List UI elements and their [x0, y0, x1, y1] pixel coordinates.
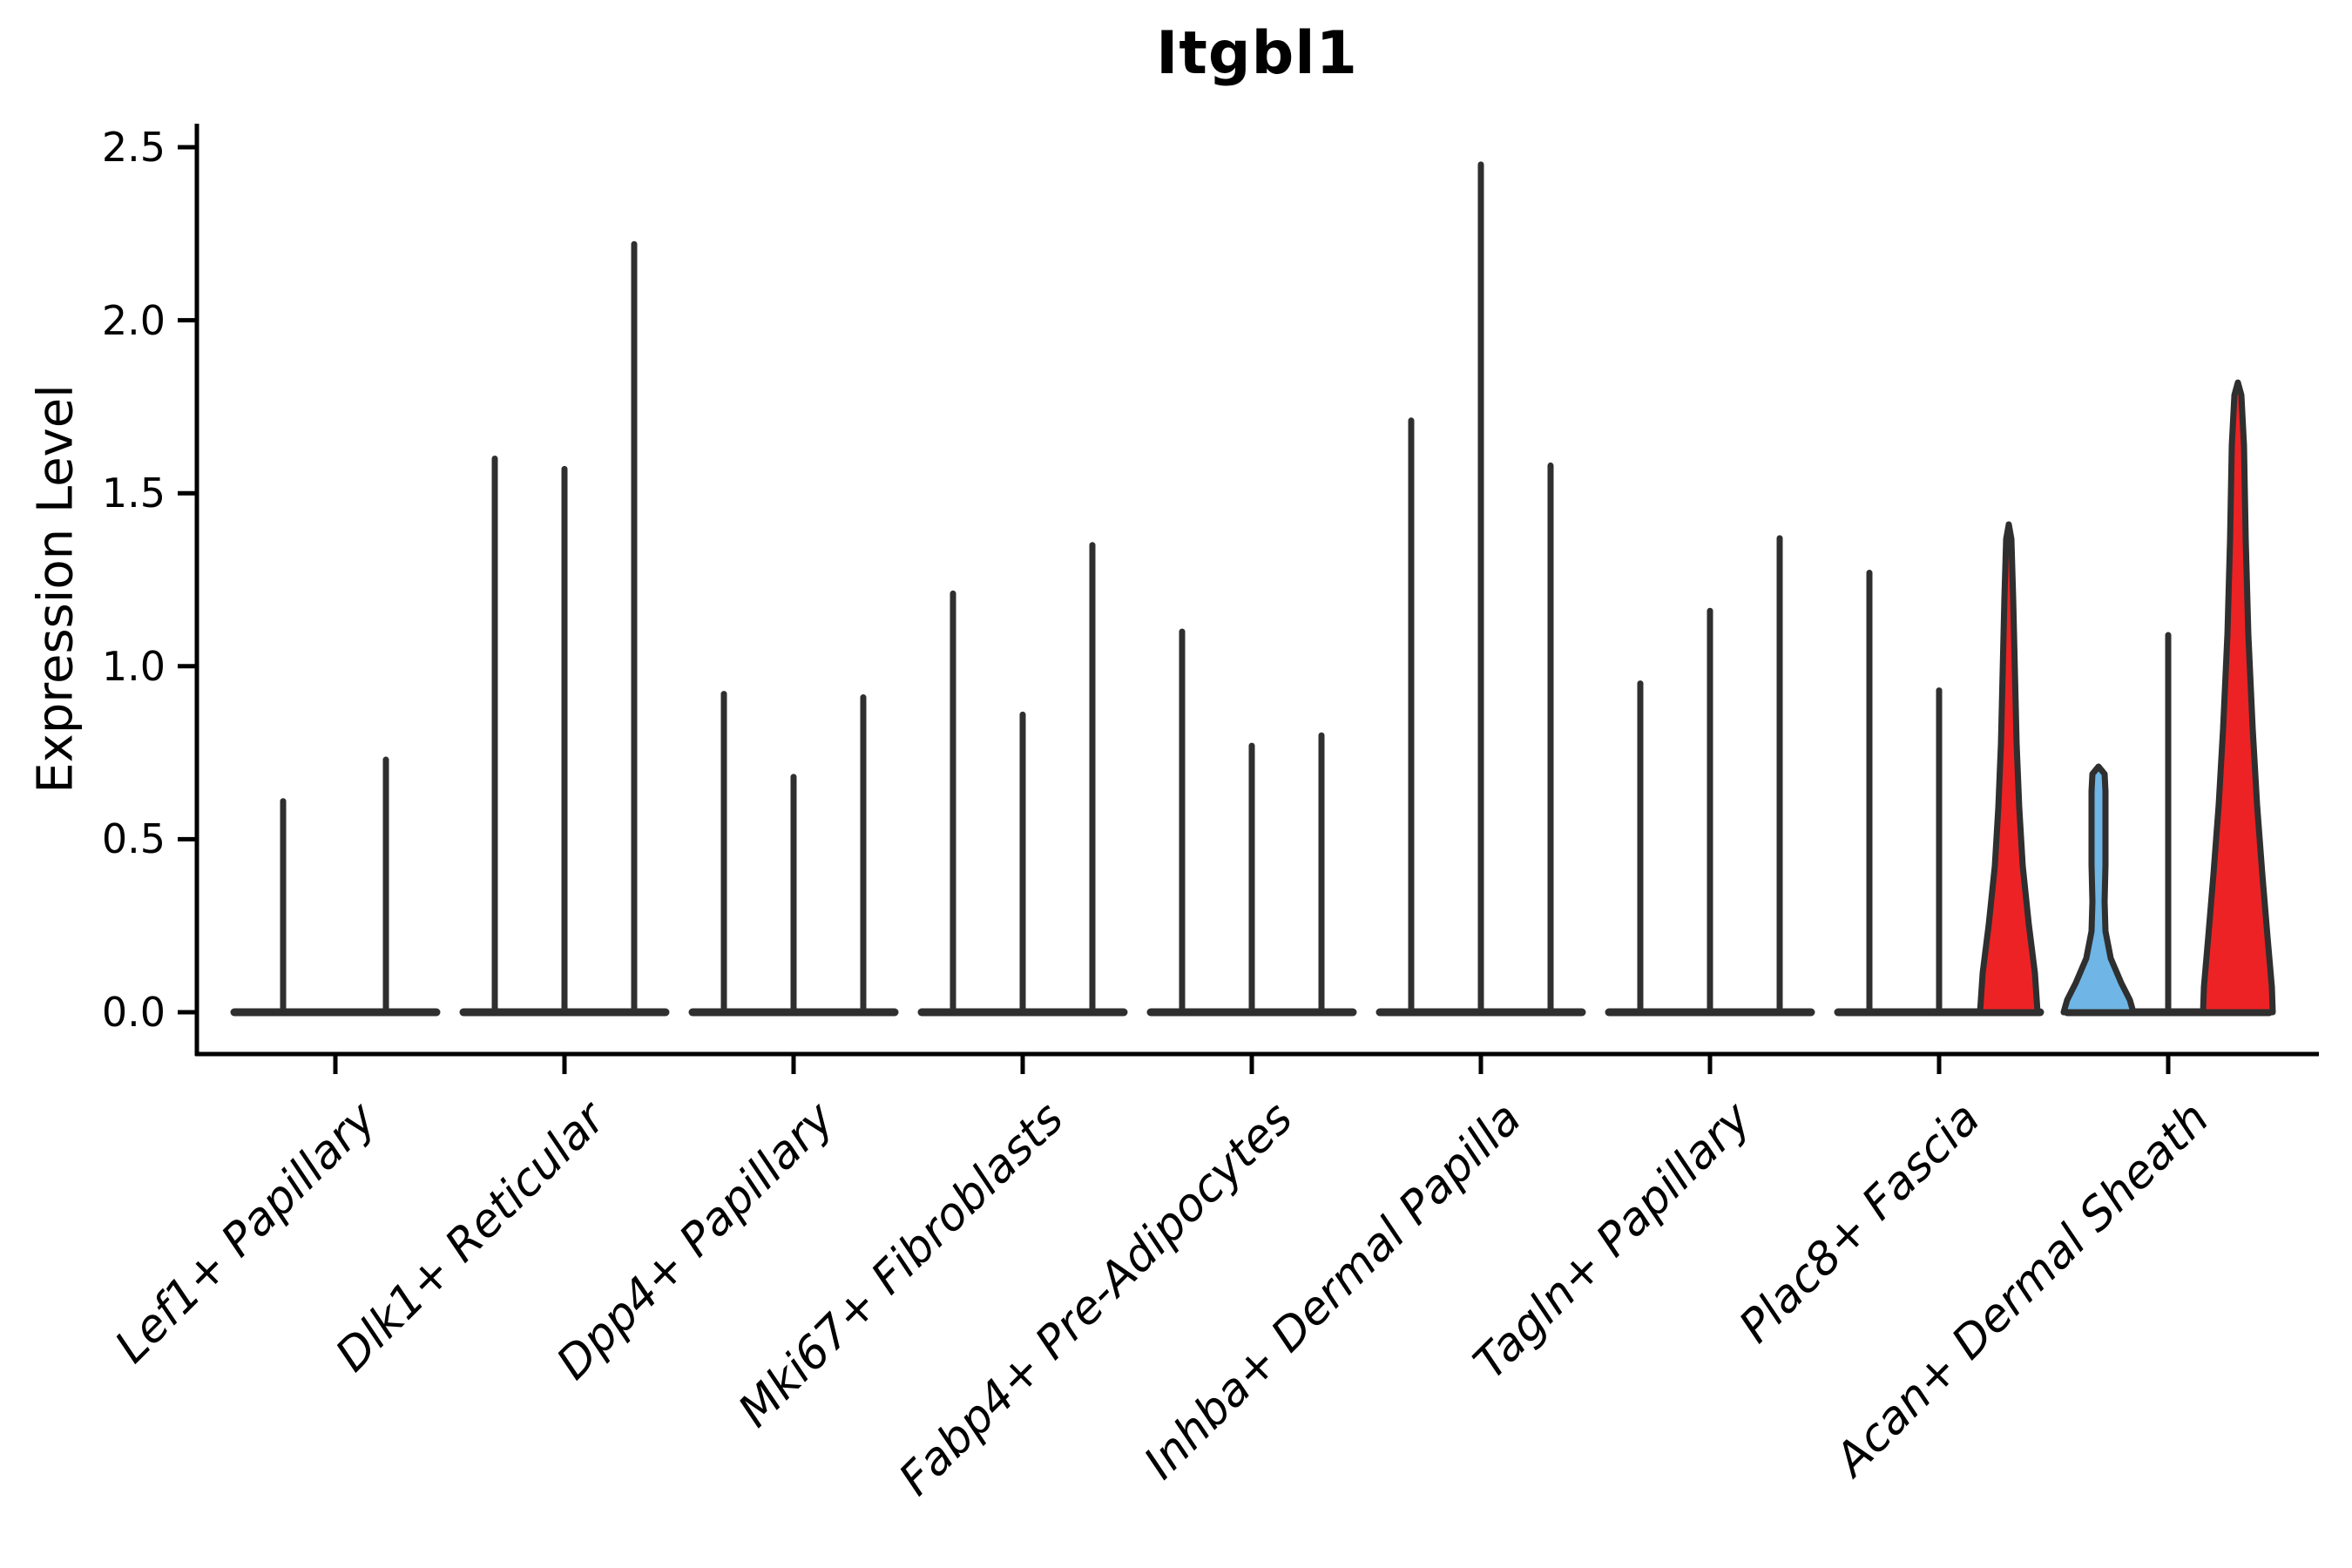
y-axis-label: Expression Level	[27, 384, 84, 794]
y-tick-label: 0.5	[101, 815, 166, 863]
y-tick-label: 1.0	[101, 642, 166, 690]
y-tick-label: 1.5	[101, 470, 166, 517]
chart-title: Itgbl1	[1156, 19, 1358, 88]
y-tick-label: 2.5	[101, 124, 166, 171]
y-tick-label: 0.0	[101, 989, 166, 1036]
violin-filled	[2060, 763, 2137, 1016]
y-tick-label: 2.0	[101, 296, 166, 344]
violin-filled	[1977, 521, 2041, 1016]
violin-filled	[2200, 379, 2276, 1016]
